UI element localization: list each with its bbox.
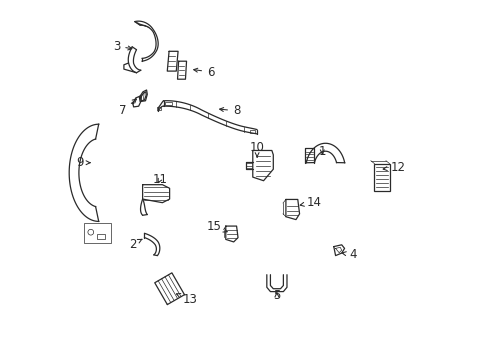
Text: 7: 7 — [119, 99, 136, 117]
Text: 5: 5 — [273, 289, 280, 302]
Text: 14: 14 — [300, 196, 321, 209]
Text: 13: 13 — [176, 293, 197, 306]
Text: 3: 3 — [113, 40, 132, 53]
Bar — [97, 234, 104, 239]
Bar — [165, 102, 171, 105]
Text: 9: 9 — [76, 156, 90, 169]
Text: 15: 15 — [206, 220, 227, 233]
Text: 11: 11 — [152, 173, 167, 186]
Text: 6: 6 — [193, 66, 214, 78]
Bar — [157, 107, 161, 110]
Text: 10: 10 — [249, 141, 264, 157]
Text: 1: 1 — [318, 145, 325, 158]
Bar — [250, 130, 255, 133]
Text: 4: 4 — [342, 248, 356, 261]
Text: 12: 12 — [383, 161, 405, 174]
Text: 2: 2 — [129, 238, 142, 251]
Text: 8: 8 — [219, 104, 240, 117]
